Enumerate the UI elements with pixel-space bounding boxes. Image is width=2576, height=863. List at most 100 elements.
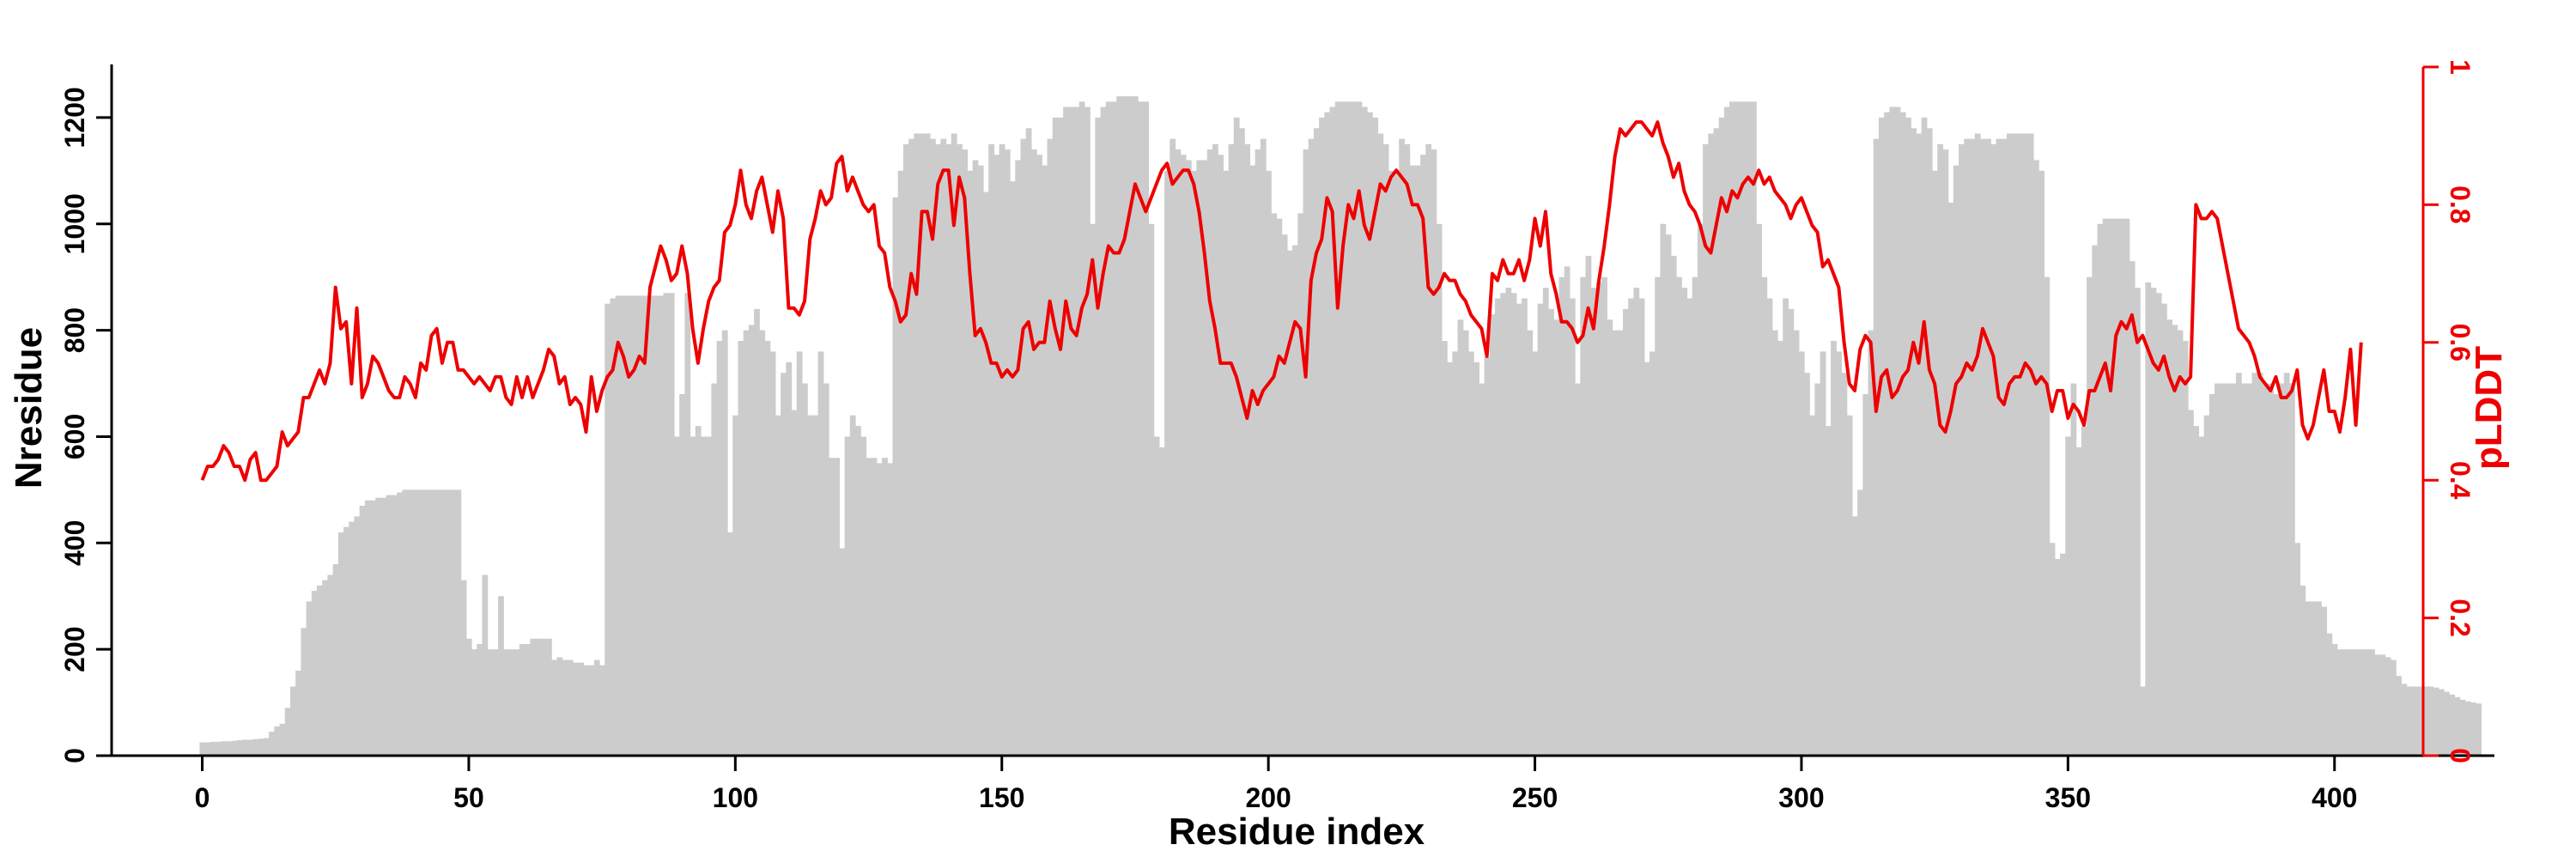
bar [540,638,547,756]
bar [1042,165,1048,756]
bar [1143,101,1150,757]
bar [1068,106,1075,757]
bar [2140,686,2146,756]
bar [1388,170,1394,757]
bar [1409,165,1416,756]
bar [2081,426,2087,756]
bar [2369,649,2375,756]
bar [951,133,957,756]
bar [1766,298,1773,757]
line-layer [200,120,2363,483]
bar [210,741,216,756]
bar [626,295,632,756]
bar [221,741,228,756]
bar [2385,657,2391,756]
bar [1798,351,1805,756]
bar [1681,288,1688,757]
bar [2257,373,2263,756]
bar [2097,223,2104,756]
bar [2433,687,2439,756]
bar [1926,128,1933,756]
bar [1239,128,1245,756]
bar [1346,101,1352,757]
bar [1905,117,1911,757]
bar [2278,383,2285,756]
bar [1394,170,1400,757]
bar [2113,218,2119,756]
bar [1804,373,1810,756]
bar [631,295,638,756]
bar [956,143,963,756]
bar [2102,218,2109,756]
bar [279,723,286,756]
bar [732,415,739,756]
bar [945,143,952,756]
bar [1479,383,1485,756]
bar [530,638,537,756]
x-tick-label: 250 [1512,782,1558,813]
bar [397,492,403,756]
y-tick-label: 0 [59,748,90,763]
bar [871,458,878,756]
bar [2470,702,2476,756]
bar [1308,138,1315,756]
bar [1467,351,1474,756]
bar [332,564,339,756]
bar [2193,426,2200,756]
bar [1617,330,1624,756]
bar [2390,659,2397,756]
bar [513,649,520,756]
bar [1473,362,1479,756]
bar [1420,155,1426,756]
bar [284,708,291,756]
bar [2353,649,2360,756]
y2-axis-label: pLDDT [2468,346,2510,470]
bar [2166,319,2173,756]
bar [289,686,296,756]
x-tick-label: 350 [2045,782,2091,813]
bar [1489,314,1496,756]
bar [828,458,835,756]
bar [535,638,542,756]
bar [1878,117,1885,757]
bar [1899,112,1906,757]
bar [1916,133,1923,756]
bar [1457,319,1464,756]
bar [1436,223,1443,756]
bar [1303,149,1309,756]
bar [364,500,371,756]
bar [1100,106,1107,757]
bar [1868,330,1874,756]
bar [2208,393,2215,756]
bar [1127,96,1133,756]
bar [1206,149,1213,756]
bar [812,415,819,756]
bar [1505,288,1512,757]
bar [477,643,483,756]
y-tick-label: 200 [59,626,90,672]
bar [855,426,861,756]
bar [1820,351,1826,756]
bar [1959,143,1965,756]
bar [1969,138,1976,756]
bar [695,426,702,756]
bar [343,526,349,756]
bar [2060,553,2066,756]
bar [1047,138,1054,756]
bar [1697,223,1704,756]
bar [402,489,409,756]
bar [2022,133,2029,756]
bar [1894,106,1901,757]
bar [2310,601,2317,756]
bar [2241,383,2247,756]
bar [2288,383,2295,756]
bar [1548,308,1554,757]
bar [1052,117,1059,757]
bar [1857,489,1863,756]
bar [1729,101,1735,757]
bar [1718,117,1725,757]
bar [1670,255,1677,756]
bar [2230,383,2237,756]
bar [242,739,248,756]
bar [216,741,222,756]
